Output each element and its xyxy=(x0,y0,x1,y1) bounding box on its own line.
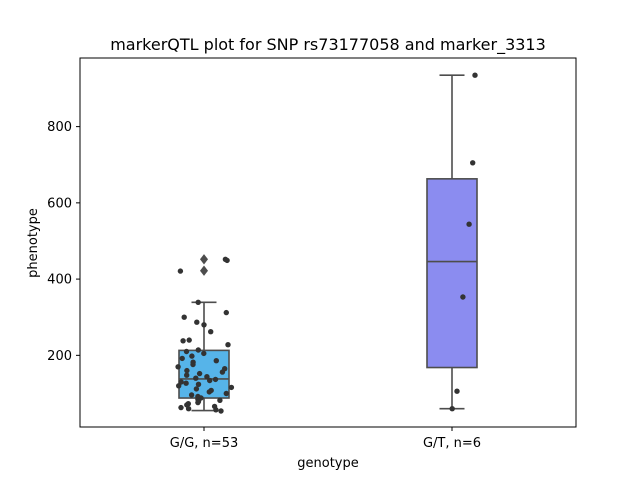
data-point xyxy=(175,364,181,370)
outlier-marker xyxy=(200,254,208,265)
plot-area xyxy=(76,72,478,431)
data-point xyxy=(228,384,235,391)
data-point xyxy=(178,404,184,411)
data-point xyxy=(179,355,185,362)
box-2 xyxy=(426,74,478,410)
y-tick-label: 800 xyxy=(47,120,72,135)
data-point xyxy=(195,299,201,305)
data-point xyxy=(177,268,184,274)
box-1 xyxy=(178,254,230,412)
data-point xyxy=(186,337,192,343)
data-point xyxy=(223,309,229,316)
data-point xyxy=(180,338,186,344)
data-point xyxy=(181,314,187,320)
data-point xyxy=(213,358,219,364)
x-tick-label: G/G, n=53 xyxy=(170,436,238,451)
data-point xyxy=(195,347,201,353)
y-tick-label: 400 xyxy=(47,273,72,288)
data-point xyxy=(454,388,460,394)
data-point xyxy=(219,369,226,375)
y-axis-label: phenotype xyxy=(26,208,41,278)
data-point xyxy=(224,257,230,264)
data-point xyxy=(212,376,219,383)
data-point xyxy=(208,329,214,335)
data-point xyxy=(194,319,200,325)
data-point xyxy=(218,408,224,414)
data-point xyxy=(201,350,207,357)
data-point xyxy=(178,379,184,385)
data-point xyxy=(201,322,207,328)
outlier-marker xyxy=(200,265,208,276)
data-point xyxy=(207,377,213,384)
data-point xyxy=(472,72,478,78)
x-axis-label: genotype xyxy=(297,456,358,471)
data-point xyxy=(470,160,476,166)
data-point xyxy=(184,372,190,378)
data-point xyxy=(193,386,200,392)
data-point xyxy=(449,406,455,412)
box-iqr xyxy=(178,349,230,399)
data-point xyxy=(183,380,189,386)
y-tick-label: 600 xyxy=(47,196,72,211)
plot-frame xyxy=(79,57,577,428)
data-point xyxy=(183,348,190,355)
data-point xyxy=(195,399,201,406)
data-point xyxy=(217,397,223,403)
data-point xyxy=(213,407,219,413)
strip-points-1 xyxy=(175,256,235,414)
data-point xyxy=(460,294,466,300)
x-tick-label: G/T, n=6 xyxy=(423,436,481,451)
data-point xyxy=(223,390,229,397)
data-point xyxy=(190,361,196,368)
data-point xyxy=(204,374,210,380)
data-point xyxy=(466,221,472,227)
strip-points-2 xyxy=(449,72,478,412)
data-point xyxy=(196,370,203,377)
data-point xyxy=(176,383,182,389)
data-point xyxy=(195,381,202,387)
data-point xyxy=(188,392,195,398)
data-point xyxy=(206,389,212,395)
data-point xyxy=(185,406,192,412)
data-point xyxy=(189,353,195,359)
box-iqr xyxy=(426,178,478,369)
data-point xyxy=(193,375,199,381)
data-point xyxy=(184,367,190,374)
chart-title: markerQTL plot for SNP rs73177058 and ma… xyxy=(110,35,546,55)
y-tick-label: 200 xyxy=(47,349,72,364)
data-point xyxy=(225,342,231,348)
